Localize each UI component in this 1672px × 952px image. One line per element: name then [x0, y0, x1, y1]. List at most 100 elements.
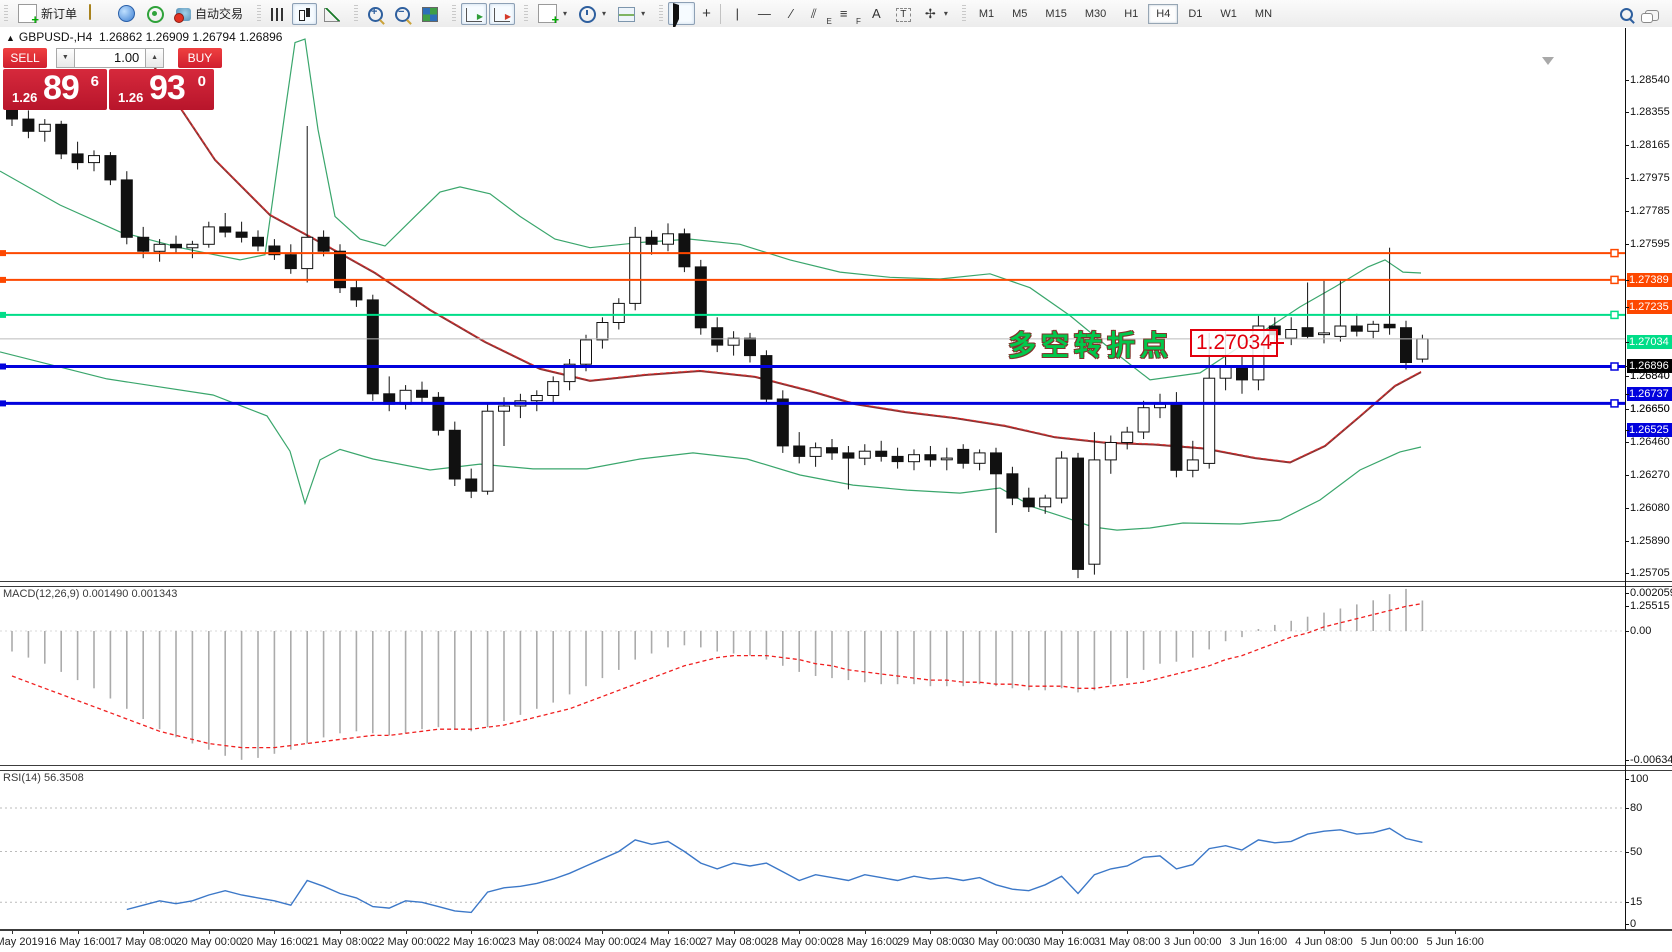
cursor-button[interactable] [668, 2, 696, 32]
hline-left-handle [0, 311, 6, 318]
candle-body [465, 478, 478, 492]
timeframe-button-m30[interactable]: M30 [1084, 7, 1107, 20]
candle-body [858, 450, 871, 459]
zoom-in-button[interactable]: + [363, 3, 388, 25]
price-axis-label: 1.28540 [1630, 74, 1670, 86]
price-axis[interactable] [1625, 28, 1672, 930]
panel-separator[interactable] [0, 765, 1672, 771]
horizontal-line-icon: — [757, 6, 771, 21]
buy-price-box[interactable]: 1.26 93 0 [109, 69, 214, 110]
candle-body [1055, 457, 1068, 499]
period-menu-button[interactable]: ▾ [574, 2, 611, 26]
timeframe-button-m15[interactable]: M15 [1045, 7, 1067, 20]
sell-price-box[interactable]: 1.26 89 6 [3, 69, 107, 110]
volume-decrease-button[interactable]: ▼ [56, 48, 75, 68]
auto-scroll-button[interactable] [461, 2, 488, 25]
sell-button[interactable]: SELL [3, 48, 48, 68]
label-tool-button[interactable]: T [891, 3, 916, 25]
community-button[interactable] [113, 2, 140, 25]
chart-symbol-title[interactable]: ▲ GBPUSD-,H4 1.26862 1.26909 1.26794 1.26… [6, 30, 282, 44]
chinese-annotation-text[interactable]: 多空转折点 [1008, 330, 1174, 361]
time-axis-label: 4 Jun 08:00 [1295, 936, 1353, 948]
signals-button[interactable] [142, 2, 169, 26]
zoom-out-button[interactable]: − [390, 3, 415, 25]
candle-body [186, 243, 199, 249]
tile-windows-button[interactable] [417, 2, 443, 25]
candle-body [1006, 473, 1019, 499]
toolbar-group-zoom: + − [350, 0, 448, 27]
hline-left-handle [0, 276, 6, 283]
chat-button[interactable] [1640, 4, 1664, 24]
new-order-button[interactable]: 新订单 [13, 1, 82, 27]
time-axis-label: 22 May 00:00 [372, 936, 439, 948]
candle-body [940, 457, 953, 461]
search-button[interactable] [1615, 3, 1638, 24]
candle-body [1104, 442, 1117, 461]
panel-separator[interactable] [0, 581, 1672, 587]
auto-trading-button[interactable]: 自动交易 [171, 2, 248, 25]
price-axis-label: 1.25890 [1630, 534, 1670, 547]
candle-body [1301, 327, 1314, 337]
rsi-panel[interactable] [0, 770, 1625, 930]
candle-body [1072, 457, 1084, 570]
zoom-out-icon: − [395, 6, 411, 22]
crosshair-button[interactable]: + [697, 3, 716, 24]
timeframe-button-mn[interactable]: MN [1254, 7, 1273, 20]
vertical-line-icon: | [735, 6, 740, 21]
time-axis-label: 30 May 16:00 [1028, 936, 1095, 948]
timeframe-button-m1[interactable]: M1 [978, 7, 995, 20]
macd-panel[interactable] [0, 586, 1625, 765]
candle-body [744, 337, 756, 357]
candle-body [842, 452, 855, 459]
timeframe-button-w1[interactable]: W1 [1220, 7, 1237, 20]
symbol-ohlc: 1.26862 1.26909 1.26794 1.26896 [98, 30, 283, 44]
volume-increase-button[interactable]: ▲ [145, 48, 164, 68]
candle-body [711, 327, 724, 346]
timeframe-button-h4[interactable]: H4 [1148, 3, 1179, 24]
chart-shift-marker[interactable] [1542, 57, 1554, 65]
tag-icon [89, 4, 92, 20]
timeframe-button-d1[interactable]: D1 [1188, 7, 1203, 20]
arrows-tool-button[interactable]: ✢ ▾ [918, 2, 953, 25]
crosshair-icon: + [702, 5, 711, 22]
candlestick-chart-button[interactable] [292, 2, 318, 25]
candle-body [662, 233, 674, 245]
price-axis-label: 1.27595 [1630, 238, 1670, 251]
price-axis-label: 1.28165 [1630, 139, 1670, 152]
indicators-menu-button[interactable]: ▾ [613, 2, 650, 25]
candle-body [1186, 459, 1199, 471]
marketwatch-button[interactable] [84, 2, 111, 25]
trendline-button[interactable]: ∕ [779, 2, 804, 25]
buy-price-prefix: 1.26 [118, 90, 144, 105]
candle-body [875, 450, 888, 457]
volume-input[interactable]: 1.00 [74, 48, 146, 68]
bar-chart-button[interactable] [266, 3, 290, 24]
candle-body [481, 410, 494, 492]
timeframe-button-m5[interactable]: M5 [1012, 7, 1028, 20]
timeframe-button-h1[interactable]: H1 [1124, 7, 1139, 20]
time-axis-label: 27 May 08:00 [700, 936, 767, 948]
time-axis-label: 22 May 16:00 [437, 936, 505, 948]
chart-shift-button[interactable] [489, 2, 516, 25]
buy-button[interactable]: BUY [177, 48, 222, 68]
toolbar-group-insert: ▾ ▾ ▾ [520, 0, 655, 27]
line-chart-button[interactable] [319, 3, 345, 25]
horizontal-line-button[interactable]: — [752, 2, 777, 25]
hline-right-handle [1610, 248, 1619, 258]
macd-signal-line [11, 602, 1423, 749]
candle-body [1203, 377, 1216, 464]
hline-right-handle [1610, 310, 1619, 320]
channel-button[interactable]: ⫽ E [810, 6, 832, 26]
text-tool-icon: A [872, 6, 881, 21]
fibonacci-button[interactable]: ≡ F [839, 6, 861, 26]
text-tool-button[interactable]: A [864, 2, 889, 25]
collapse-panel-icon[interactable]: ▲ [6, 33, 15, 43]
price-annotation-box[interactable]: 1.27034 [1190, 329, 1278, 357]
main-price-chart[interactable] [0, 28, 1625, 581]
new-order-menu-button[interactable]: ▾ [533, 1, 572, 27]
vertical-line-button[interactable]: | [725, 2, 750, 25]
candle-body [448, 429, 461, 480]
candle-body [1318, 332, 1330, 336]
candle-body [809, 447, 822, 457]
